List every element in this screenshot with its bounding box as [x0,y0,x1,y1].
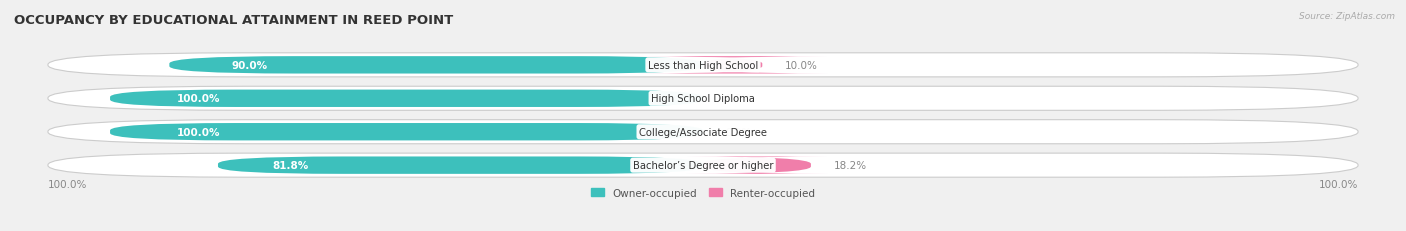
Text: 90.0%: 90.0% [232,61,267,70]
Text: College/Associate Degree: College/Associate Degree [638,127,768,137]
Text: High School Diploma: High School Diploma [651,94,755,104]
FancyBboxPatch shape [169,57,703,74]
Text: 100.0%: 100.0% [1319,179,1358,189]
Text: OCCUPANCY BY EDUCATIONAL ATTAINMENT IN REED POINT: OCCUPANCY BY EDUCATIONAL ATTAINMENT IN R… [14,14,453,27]
Text: 100.0%: 100.0% [48,179,87,189]
Text: Source: ZipAtlas.com: Source: ZipAtlas.com [1299,12,1395,21]
FancyBboxPatch shape [48,120,1358,144]
Text: 81.8%: 81.8% [273,161,309,170]
FancyBboxPatch shape [110,124,703,141]
Text: Less than High School: Less than High School [648,61,758,70]
Text: Bachelor’s Degree or higher: Bachelor’s Degree or higher [633,161,773,170]
FancyBboxPatch shape [218,157,703,174]
FancyBboxPatch shape [638,57,827,74]
Text: 100.0%: 100.0% [177,94,221,104]
FancyBboxPatch shape [110,90,703,107]
Text: 100.0%: 100.0% [177,127,221,137]
Text: 18.2%: 18.2% [834,161,866,170]
FancyBboxPatch shape [48,87,1358,111]
FancyBboxPatch shape [686,157,827,174]
Legend: Owner-occupied, Renter-occupied: Owner-occupied, Renter-occupied [586,184,820,202]
Text: 0.0%: 0.0% [725,94,752,104]
Text: 0.0%: 0.0% [725,127,752,137]
Text: 10.0%: 10.0% [785,61,818,70]
FancyBboxPatch shape [48,54,1358,78]
FancyBboxPatch shape [48,153,1358,177]
